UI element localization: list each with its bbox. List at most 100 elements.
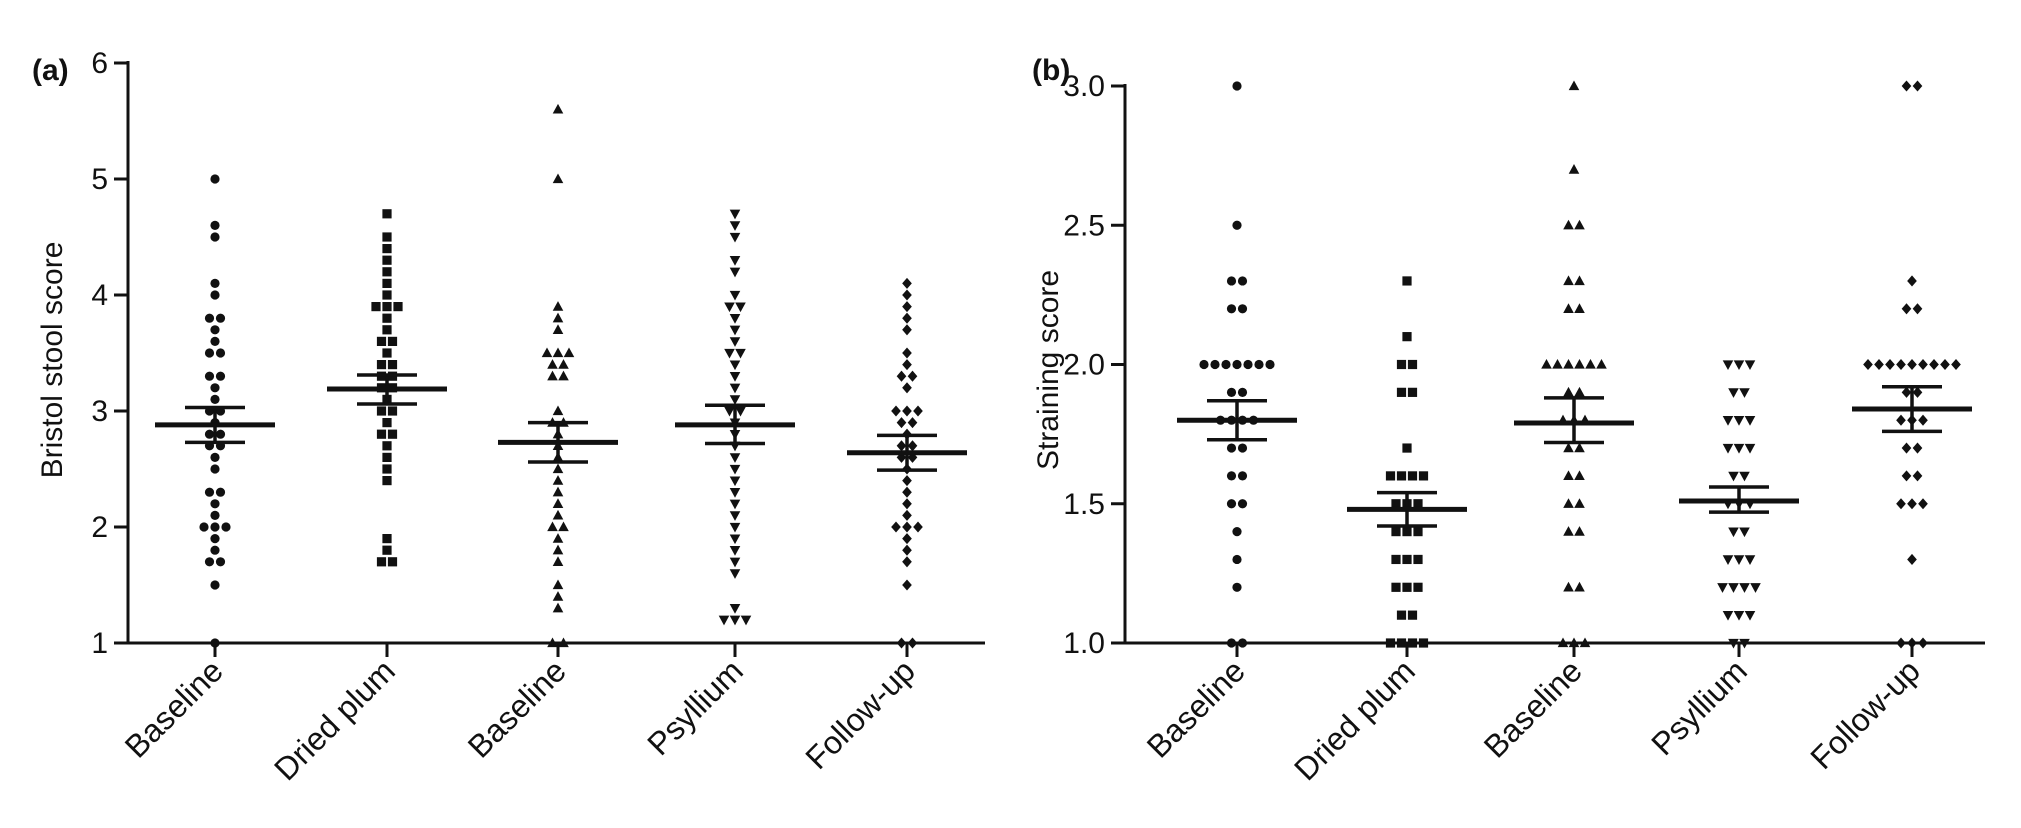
data-point [1407, 471, 1418, 481]
data-point [1226, 276, 1237, 286]
panel-b: (b) Straining score 1.0 1.5 2.0 2.5 3.0 Basel… [1032, 54, 1985, 787]
data-point [1728, 583, 1739, 593]
data-point [1728, 527, 1739, 538]
data-point [1574, 275, 1585, 286]
data-point [210, 174, 220, 184]
data-point [210, 638, 220, 648]
data-point [204, 313, 215, 323]
data-point [210, 545, 220, 555]
data-point [1237, 638, 1248, 648]
data-point [552, 533, 564, 543]
data-point [1744, 360, 1756, 371]
data-point [735, 348, 746, 359]
panel-label-a: (a) [32, 54, 69, 87]
data-point [1402, 527, 1412, 537]
data-point [1407, 638, 1418, 648]
data-point [382, 278, 392, 288]
data-point [210, 220, 220, 230]
data-point [552, 544, 564, 555]
data-point [210, 232, 220, 242]
data-point [729, 499, 741, 510]
data-point [210, 534, 220, 544]
data-point [1568, 637, 1580, 648]
data-point [907, 417, 918, 429]
data-point [1912, 442, 1923, 454]
data-point [210, 336, 220, 346]
data-point [1232, 582, 1242, 592]
x-tick-label: Baseline [1477, 652, 1589, 764]
data-point [1918, 498, 1928, 510]
data-point [1407, 387, 1418, 397]
data-point [1226, 387, 1237, 397]
x-tick-label: Follow-up [1803, 652, 1927, 776]
data-point [382, 452, 392, 462]
data-point [729, 476, 741, 487]
data-point [1722, 360, 1734, 371]
data-point [902, 486, 912, 498]
data-point [718, 615, 730, 626]
data-point [1574, 526, 1585, 536]
data-point [387, 336, 398, 346]
data-point [729, 395, 741, 405]
data-point [902, 475, 912, 487]
data-point [558, 521, 569, 532]
data-point [210, 522, 220, 532]
data-point [210, 290, 220, 300]
data-point [552, 347, 564, 358]
data-point [1574, 386, 1585, 397]
data-point [382, 348, 392, 358]
x-tick-label: Psyllium [640, 652, 750, 762]
data-point [1901, 80, 1912, 92]
data-point [1563, 303, 1574, 313]
y-tick-label: 3.0 [1063, 70, 1105, 103]
x-tick-label: Dried plum [267, 652, 402, 787]
data-point [552, 498, 564, 508]
data-point [729, 383, 741, 394]
data-point [902, 579, 912, 591]
data-point [1265, 359, 1275, 370]
data-point [382, 534, 392, 544]
data-point [204, 557, 215, 567]
data-point [1396, 610, 1407, 620]
data-point [1728, 471, 1739, 482]
data-point [729, 615, 741, 626]
data-point [1918, 414, 1928, 426]
y-axis-title-a: Bristol stool score [36, 242, 69, 479]
data-point [376, 360, 387, 370]
data-point [558, 370, 569, 381]
data-point [1385, 638, 1396, 648]
data-point [541, 347, 553, 358]
data-point [1574, 358, 1585, 369]
data-point [1563, 219, 1574, 230]
data-point [1568, 164, 1580, 174]
data-point [1896, 498, 1906, 510]
data-point [376, 557, 387, 567]
data-point [724, 302, 735, 313]
data-point [729, 314, 741, 324]
data-point [902, 347, 912, 359]
data-point [902, 277, 912, 289]
data-point [1918, 358, 1928, 371]
data-point [907, 440, 918, 452]
data-point [382, 290, 392, 300]
data-point [382, 325, 392, 335]
data-point [729, 221, 741, 231]
data-point [1918, 637, 1928, 649]
data-point [376, 336, 387, 346]
data-point [1541, 358, 1552, 369]
data-point [1563, 526, 1574, 536]
data-point [1596, 358, 1607, 369]
data-point [210, 499, 220, 509]
panel-label-b: (b) [1032, 54, 1070, 87]
data-point [902, 312, 912, 324]
data-point [1396, 638, 1407, 648]
data-point [1226, 638, 1237, 648]
data-point [1728, 388, 1739, 398]
data-point [907, 451, 918, 463]
data-point [1232, 527, 1242, 537]
data-point [902, 498, 912, 510]
data-point [729, 511, 741, 521]
data-point [382, 267, 392, 277]
data-point [1396, 471, 1407, 481]
